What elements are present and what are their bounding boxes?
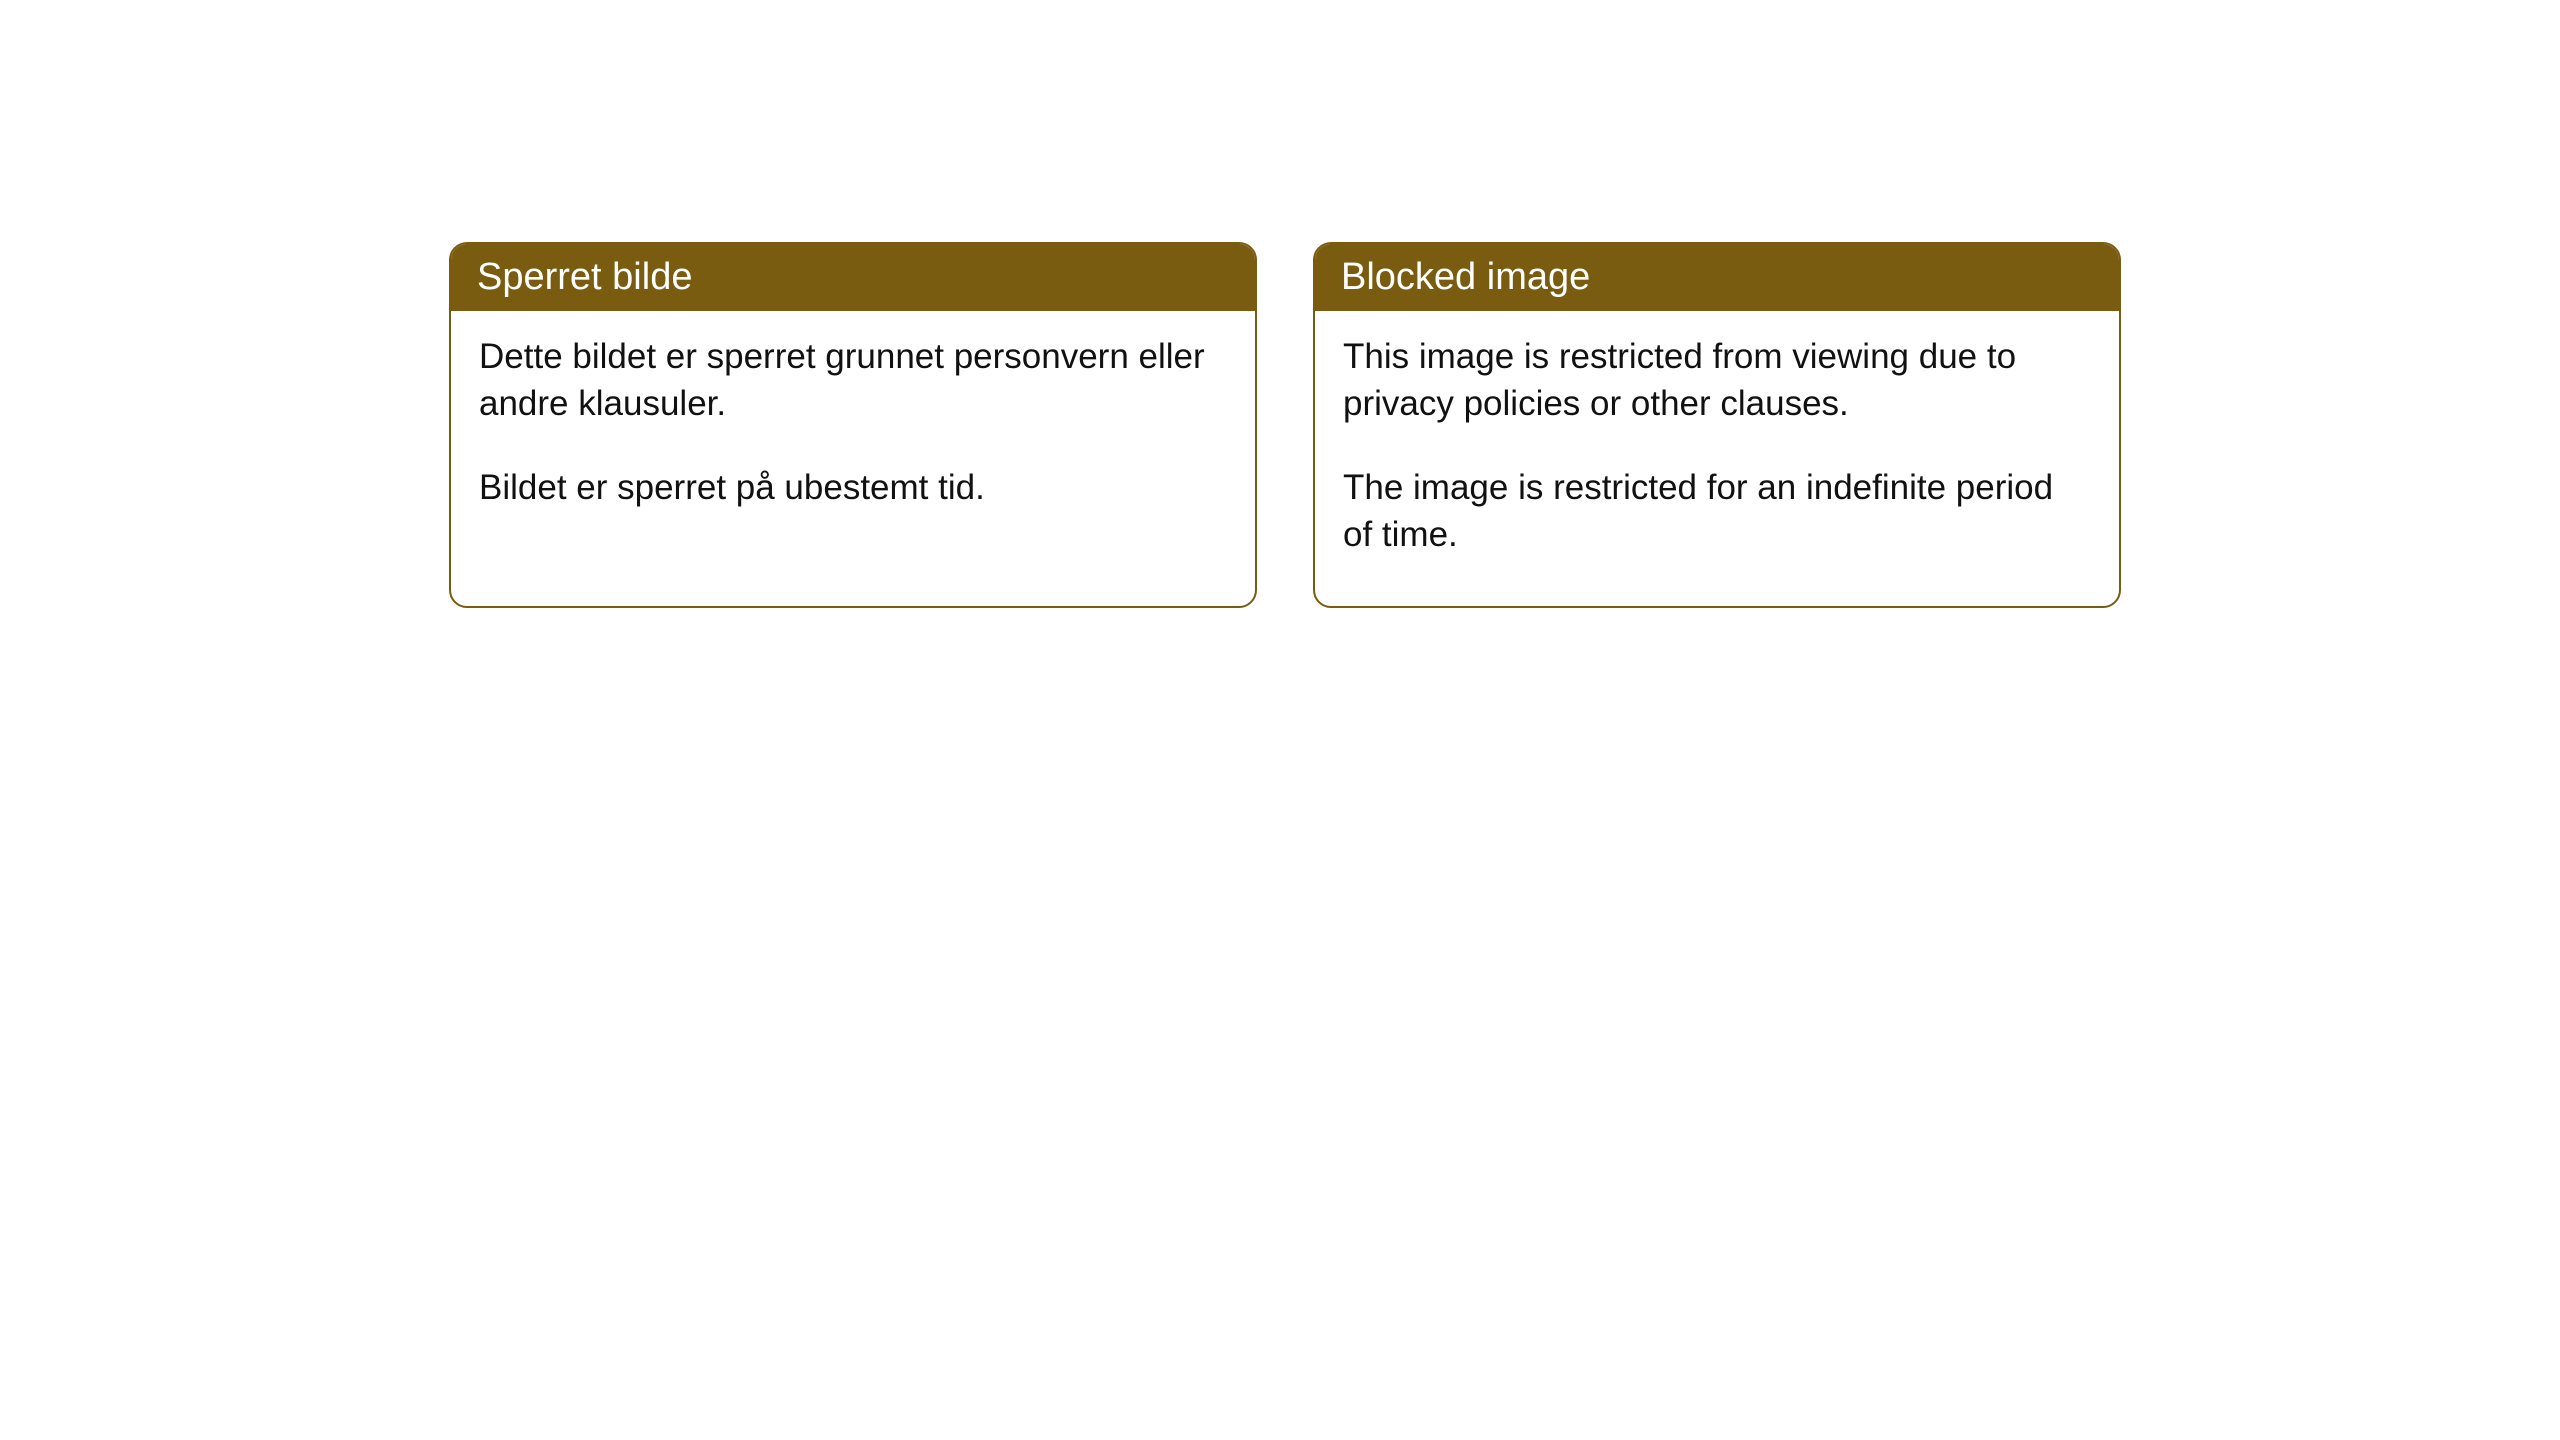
card-title-en: Blocked image <box>1341 256 1590 298</box>
card-paragraph-no-2: Bildet er sperret på ubestemt tid. <box>479 464 1227 511</box>
card-header-en: Blocked image <box>1315 244 2119 311</box>
blocked-image-card-en: Blocked image This image is restricted f… <box>1313 242 2121 608</box>
card-paragraph-no-1: Dette bildet er sperret grunnet personve… <box>479 333 1227 428</box>
card-body-en: This image is restricted from viewing du… <box>1315 311 2119 606</box>
card-body-no: Dette bildet er sperret grunnet personve… <box>451 311 1255 559</box>
card-title-no: Sperret bilde <box>477 256 692 298</box>
blocked-image-card-no: Sperret bilde Dette bildet er sperret gr… <box>449 242 1257 608</box>
blocked-image-cards: Sperret bilde Dette bildet er sperret gr… <box>449 242 2121 608</box>
card-header-no: Sperret bilde <box>451 244 1255 311</box>
card-paragraph-en-1: This image is restricted from viewing du… <box>1343 333 2091 428</box>
card-paragraph-en-2: The image is restricted for an indefinit… <box>1343 464 2091 559</box>
